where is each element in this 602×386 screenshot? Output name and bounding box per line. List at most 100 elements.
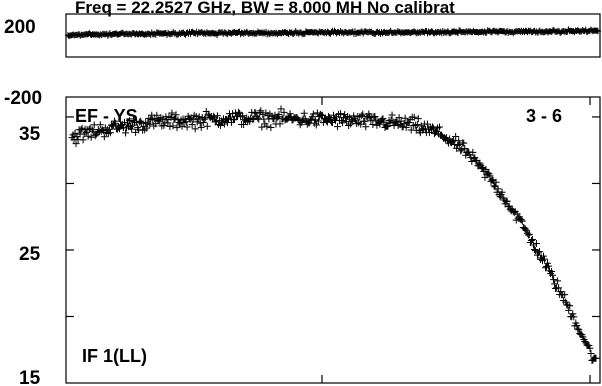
amplitude-point <box>140 122 148 130</box>
amplitude-point <box>518 217 526 225</box>
amplitude-point <box>257 107 265 115</box>
amplitude-point <box>209 112 217 120</box>
amplitude-point <box>436 123 444 131</box>
amplitude-point <box>565 306 573 314</box>
phase-ytick-minus-200: -200 <box>4 88 42 109</box>
amplitude-point <box>458 146 466 154</box>
amplitude-point <box>544 259 552 267</box>
amplitude-point <box>453 144 461 152</box>
amplitude-point <box>252 109 260 117</box>
amplitude-point <box>494 185 502 193</box>
amplitude-point <box>402 123 410 131</box>
amplitude-point <box>476 159 484 167</box>
amplitude-point <box>457 147 465 155</box>
amplitude-point <box>535 248 543 256</box>
amplitude-point <box>570 313 578 321</box>
amplitude-point <box>82 129 90 137</box>
amplitude-point <box>164 119 172 127</box>
amplitude-point <box>522 226 530 234</box>
amplitude-point <box>311 116 319 124</box>
amplitude-point <box>503 197 511 205</box>
amplitude-point <box>270 115 278 123</box>
amplitude-point <box>318 111 326 119</box>
amplitude-point <box>300 109 308 117</box>
amplitude-point <box>551 280 559 288</box>
amplitude-point <box>96 121 104 129</box>
amplitude-point <box>383 123 391 131</box>
amplitude-point <box>521 225 529 233</box>
amplitude-point <box>168 109 176 117</box>
amplitude-point <box>210 113 218 121</box>
amplitude-point <box>488 176 496 184</box>
amplitude-point <box>153 111 161 119</box>
phase-points <box>65 26 601 40</box>
amplitude-point <box>528 236 536 244</box>
amplitude-point <box>592 354 600 362</box>
amplitude-point <box>229 110 237 118</box>
amplitude-point <box>200 115 208 123</box>
amplitude-point <box>410 113 418 121</box>
amplitude-point <box>461 145 469 153</box>
amplitude-point <box>524 231 532 239</box>
amplitude-point <box>178 122 186 130</box>
amplitude-point <box>84 132 92 140</box>
amplitude-point <box>350 112 358 120</box>
amplitude-point <box>348 116 356 124</box>
amplitude-point <box>166 122 174 130</box>
amplitude-point <box>376 120 384 128</box>
amplitude-point <box>79 136 87 144</box>
amplitude-point <box>286 110 294 118</box>
amplitude-point <box>569 310 577 318</box>
amplitude-point <box>191 125 199 133</box>
amplitude-point <box>581 337 589 345</box>
amplitude-point <box>121 118 129 126</box>
amplitude-point <box>146 120 154 128</box>
channel-range-label: 3 - 6 <box>526 106 562 126</box>
amplitude-point <box>357 120 365 128</box>
amplitude-point <box>105 125 113 133</box>
amplitude-point <box>517 216 525 224</box>
amplitude-point <box>128 125 136 133</box>
amplitude-point <box>561 291 569 299</box>
amplitude-point <box>171 115 179 123</box>
amplitude-ytick-15: 15 <box>19 368 41 386</box>
amplitude-point <box>452 133 460 141</box>
amplitude-point <box>423 120 431 128</box>
amplitude-point <box>510 208 518 216</box>
amplitude-point <box>486 172 494 180</box>
phase-point <box>593 27 600 34</box>
amplitude-point <box>313 109 321 117</box>
amplitude-point <box>173 124 181 132</box>
amplitude-ytick-25: 25 <box>19 244 41 265</box>
amplitude-point <box>399 123 407 131</box>
amplitude-point <box>90 121 98 129</box>
amplitude-point <box>111 119 119 127</box>
amplitude-point <box>413 121 421 129</box>
amplitude-point <box>482 165 490 173</box>
amplitude-point <box>203 122 211 130</box>
amplitude-point <box>312 121 320 129</box>
amplitude-point <box>277 105 285 113</box>
amplitude-point <box>193 118 201 126</box>
amplitude-point <box>386 119 394 127</box>
amplitude-point <box>78 124 86 132</box>
amplitude-point <box>575 326 583 334</box>
amplitude-point <box>532 239 540 247</box>
amplitude-point <box>555 284 563 292</box>
amplitude-point <box>489 177 497 185</box>
amplitude-point <box>87 133 95 141</box>
amplitude-point <box>498 188 506 196</box>
amplitude-point <box>369 120 377 128</box>
amplitude-point <box>72 140 80 148</box>
amplitude-point <box>334 123 342 131</box>
amplitude-point <box>566 302 574 310</box>
amplitude-point <box>527 237 535 245</box>
amplitude-point <box>341 111 349 119</box>
amplitude-point <box>542 264 550 272</box>
amplitude-point <box>525 230 533 238</box>
amplitude-point <box>358 112 366 120</box>
amplitude-point <box>273 114 281 122</box>
amplitude-point <box>213 112 221 120</box>
amplitude-point <box>400 120 408 128</box>
amplitude-point <box>115 125 123 133</box>
